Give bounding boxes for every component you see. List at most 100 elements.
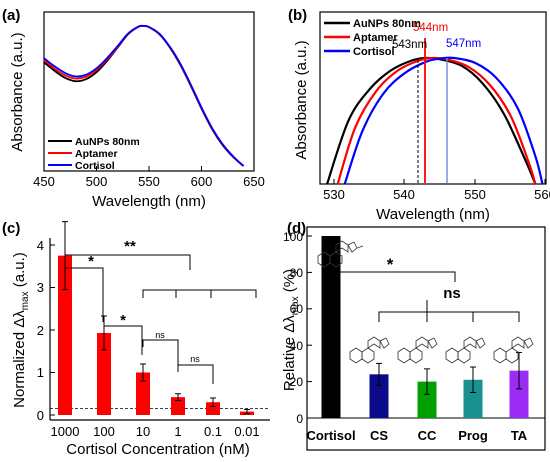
panel-d-x-tick-labels: Cortisol CS CC Prog TA [306,428,527,443]
panel-d-y-tick-label: 20 [290,375,304,389]
panel-c-significance [64,254,257,384]
panel-c-y-tick-label: 2 [37,323,44,338]
bracket-analogs [378,311,520,322]
panel-c-x-tick-labels: 1000 100 10 1 0.1 0.01 [51,424,260,439]
cc-structure-icon [397,336,438,364]
bracket-10-vs-1 [142,339,179,372]
panel-d-y-ticks [307,235,312,419]
panel-d-bar-cs [369,374,389,418]
panel-d-y-tick-label: 60 [290,302,304,316]
panel-a-label: (a) [2,7,20,24]
legend-label-aptamer: Aptamer [75,148,118,160]
bracket-1000-vs-100 [64,267,104,322]
panel-d-y-tick-label: 80 [290,266,304,280]
panel-b-x-tick-label: 560 [534,187,550,202]
annotation-544nm: 544nm [413,22,448,34]
panel-c-x-axis-label: Cortisol Concentration (nM) [66,441,249,458]
panel-a-series-lines [43,24,245,167]
panel-b-plot-frame [319,11,547,185]
panel-c-bar-1000 [58,255,72,415]
cs-structure-icon [349,336,390,364]
panel-c-x-tick-label: 0.1 [204,424,222,439]
bracket-1000-vs-rest [64,254,191,270]
panel-a-x-tick-label: 600 [191,174,213,189]
sig-star-100-vs-10: * [120,312,126,329]
panel-a-x-tick-label: 650 [243,174,265,189]
panel-c-x-tick-label: 1000 [51,424,80,439]
panel-b-x-tick-label: 530 [323,187,345,202]
panel-b-x-axis-label: Wavelength (nm) [376,206,490,223]
panel-d-bar-cortisol [321,236,341,418]
panel-d: (d) 0 20 40 60 80 100 Relative Δλmax (%)… [281,220,546,451]
panel-c-x-tick-label: 0.01 [234,424,259,439]
panel-c-bar-0-1 [206,402,220,415]
panel-c-bar-100 [97,332,111,415]
panel-d-y-tick-label: 40 [290,339,304,353]
panel-a-x-tick-label: 450 [33,174,55,189]
panel-c-x-tick-label: 10 [136,424,150,439]
legend-label-aptamer: Aptamer [353,32,398,44]
panel-b-x-tick-label: 540 [393,187,415,202]
panel-c-label: (c) [2,220,20,237]
panel-d-plot-frame [306,226,546,451]
legend-label-aunps: AuNPs 80nm [353,18,421,30]
sig-star-cortisol: * [387,255,394,274]
panel-d-y-tick-label: 0 [296,412,303,426]
annotation-547nm: 547nm [446,38,481,50]
panel-a-legend: AuNPs 80nm Aptamer Cortisol [48,136,140,172]
panel-b-legend: AuNPs 80nm Aptamer Cortisol [324,18,421,58]
annotation-543nm: 543nm [392,39,427,51]
panel-c-y-tick-label: 1 [37,365,44,380]
panel-c-y-ticks [50,244,55,416]
panel-c-bar-10 [136,372,150,415]
panel-c-bars [58,221,254,415]
panel-d-y-tick-label: 100 [283,230,303,244]
panel-b-label: (b) [288,7,307,24]
panel-b-x-tick-label: 550 [464,187,486,202]
sig-ns-1-vs-01: ns [190,354,200,364]
panel-a-line-aunps-80nm [43,24,245,167]
panel-d-x-tick-label: CC [418,428,437,443]
legend-label-cortisol: Cortisol [353,46,395,58]
bracket-group-right [142,289,257,298]
sig-double-star: ** [124,238,136,255]
panel-d-bar-prog [463,379,483,418]
legend-label-cortisol: Cortisol [75,160,115,172]
sig-star-1000-vs-100: * [88,253,94,270]
bracket-cortisol-vs-analogs [330,271,456,282]
panel-d-x-tick-label: Cortisol [306,428,355,443]
panel-b-y-axis-label: Absorbance (a.u.) [293,40,310,159]
panel-b-x-ticks [333,179,546,184]
panel-a-line-aptamer [43,24,245,167]
cortisol-structure-icon [317,240,364,268]
legend-label-aunps: AuNPs 80nm [75,136,140,148]
panel-c-bar-1 [171,397,185,415]
panel-d-y-axis-label: Relative Δλmax (%) [281,269,301,391]
sig-ns-analogs: ns [443,285,461,302]
panel-a-y-axis-label: Absorbance (a.u.) [9,32,26,151]
panel-c-x-tick-label: 100 [93,424,115,439]
panel-c-y-axis-label: Normalized Δλmax (a.u.) [11,252,31,408]
panel-b: (b) 530 540 550 560 Wavelength (nm) Abso… [288,7,550,223]
panel-d-significance [330,271,520,322]
panel-b-series-lines [326,56,544,185]
panel-a-line-cortisol [43,24,245,167]
panel-b-line-cortisol [343,56,544,185]
prog-structure-icon [445,336,486,364]
panel-a-x-axis-label: Wavelength (nm) [92,193,206,210]
panel-d-x-tick-label: CS [370,428,388,443]
panel-a-x-ticks [43,166,255,171]
panel-d-x-tick-label: Prog [458,428,488,443]
panel-d-bar-ta [509,370,529,418]
bracket-1-vs-01 [177,364,214,384]
sig-ns-10-vs-1: ns [155,330,165,340]
ta-structure-icon [493,336,534,364]
panel-a-x-tick-label: 550 [138,174,160,189]
panel-a: (a) 450 500 550 600 650 Wavelength (nm) … [2,7,265,210]
bracket-100-vs-10 [103,325,143,355]
panel-d-label: (d) [287,220,306,237]
panel-c-y-tick-label: 4 [37,238,44,253]
panel-a-x-tick-label: 500 [86,174,108,189]
panel-c-y-tick-label: 0 [37,408,44,423]
